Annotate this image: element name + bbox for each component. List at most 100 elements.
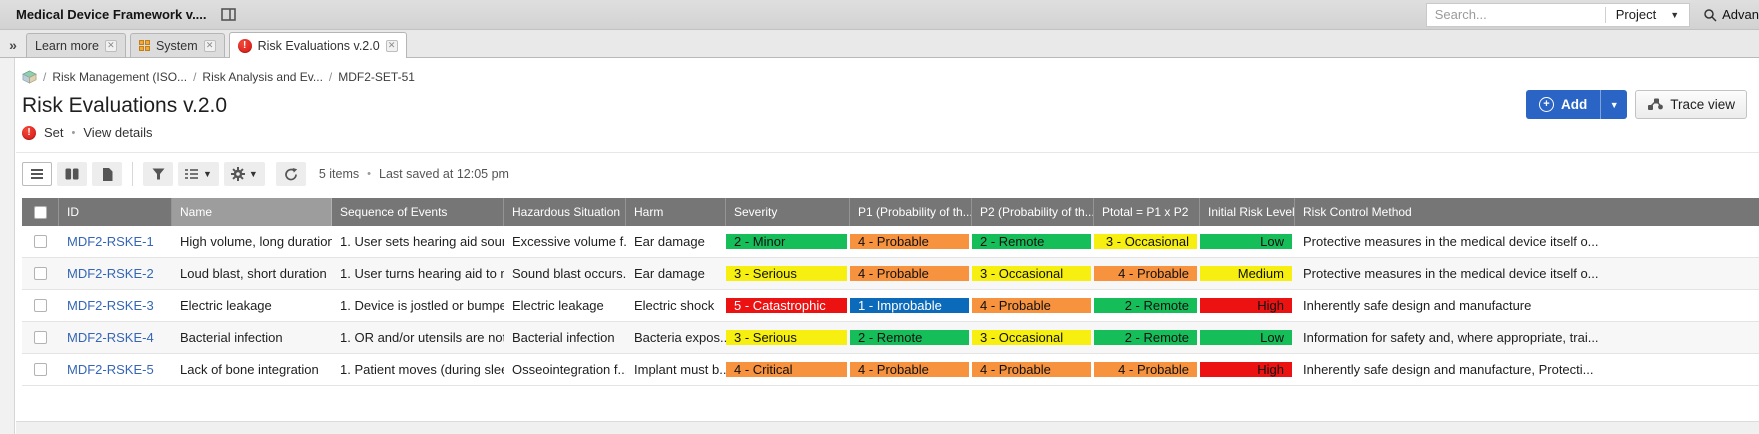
tab-risk-evaluations-v-2-0[interactable]: ! Risk Evaluations v.2.0 ✕	[228, 32, 407, 58]
close-icon[interactable]: ✕	[104, 39, 117, 52]
cell-initial: High	[1200, 354, 1295, 385]
p2-value-chip: 4 - Probable	[972, 362, 1091, 377]
cell-harm: Electric shock	[626, 290, 726, 321]
collapsed-sidebar[interactable]	[0, 58, 15, 434]
column-header-label: Harm	[634, 205, 664, 219]
cell-p1: 4 - Probable	[850, 226, 972, 257]
column-header-harm[interactable]: Harm	[626, 198, 726, 226]
row-checkbox[interactable]	[34, 363, 47, 376]
breadcrumb-separator: /	[43, 70, 47, 84]
window-layout-icon[interactable]	[220, 8, 236, 21]
tab-learn-more[interactable]: Learn more ✕	[26, 33, 126, 57]
harm-text: Ear damage	[634, 266, 705, 281]
advanced-search-link[interactable]: Advan	[1703, 7, 1759, 22]
cell-control: Inherently safe design and manufacture, …	[1295, 354, 1759, 385]
column-header-select[interactable]	[22, 198, 59, 226]
trace-view-label: Trace view	[1670, 97, 1735, 112]
cell-control: Inherently safe design and manufacture	[1295, 290, 1759, 321]
project-scope-dropdown[interactable]: Project ▼	[1606, 7, 1689, 22]
column-header-label: Initial Risk Level	[1208, 205, 1295, 219]
p1-value-chip: 2 - Remote	[850, 330, 969, 345]
row-checkbox[interactable]	[34, 235, 47, 248]
sequence-text: 1. OR and/or utensils are not pro	[340, 330, 504, 345]
row-checkbox[interactable]	[34, 299, 47, 312]
add-button[interactable]: + Add ▼	[1525, 90, 1628, 119]
column-header-hazard[interactable]: Hazardous Situation	[504, 198, 626, 226]
horizontal-scrollbar[interactable]	[16, 421, 1759, 434]
expand-panel-icon[interactable]: »	[9, 37, 17, 53]
name-text: High volume, long duration	[180, 234, 332, 249]
select-all-checkbox[interactable]	[33, 205, 47, 219]
search-icon	[1704, 8, 1717, 22]
p1-value-chip: 4 - Probable	[850, 362, 969, 377]
severity-value-chip: 4 - Critical	[726, 362, 847, 377]
column-header-label: P2 (Probability of th...	[980, 205, 1094, 219]
list-view-button[interactable]	[22, 162, 52, 186]
document-view-icon	[102, 167, 112, 181]
cell-p1: 1 - Improbable	[850, 290, 972, 321]
column-header-name[interactable]: Name	[172, 198, 332, 226]
filter-button[interactable]	[143, 162, 173, 186]
reading-view-button[interactable]	[57, 162, 87, 186]
refresh-button[interactable]	[275, 162, 306, 186]
cell-sequence: 1. Patient moves (during sleep, e	[332, 354, 504, 385]
breadcrumb-item[interactable]: Risk Management (ISO...	[52, 70, 188, 84]
view-details-link[interactable]: View details	[83, 125, 153, 140]
row-checkbox[interactable]	[34, 267, 47, 280]
search-divider	[1604, 6, 1606, 23]
breadcrumb-item[interactable]: Risk Analysis and Ev...	[202, 70, 323, 84]
column-header-p1[interactable]: P1 (Probability of th...	[850, 198, 972, 226]
item-id-link[interactable]: MDF2-RSKE-2	[67, 266, 154, 281]
item-id-link[interactable]: MDF2-RSKE-1	[67, 234, 154, 249]
close-icon[interactable]: ✕	[385, 39, 398, 52]
row-select-cell	[22, 322, 59, 353]
cell-hazard: Osseointegration f...	[504, 354, 626, 385]
cell-p1: 2 - Remote	[850, 322, 972, 353]
hazard-text: Osseointegration f...	[512, 362, 626, 377]
column-header-p2[interactable]: P2 (Probability of th...	[972, 198, 1094, 226]
breadcrumb-item[interactable]: MDF2-SET-51	[338, 70, 415, 84]
column-header-id[interactable]: ID	[59, 198, 172, 226]
item-id-link[interactable]: MDF2-RSKE-4	[67, 330, 154, 345]
cell-p2: 3 - Occasional	[972, 258, 1094, 289]
cell-initial: Medium	[1200, 258, 1295, 289]
p1-value-chip: 4 - Probable	[850, 234, 969, 249]
column-header-severity[interactable]: Severity	[726, 198, 850, 226]
search-input[interactable]	[1426, 3, 1605, 26]
breadcrumb-separator: /	[328, 70, 333, 84]
close-icon[interactable]: ✕	[203, 39, 216, 52]
table-row[interactable]: MDF2-RSKE-4 Bacterial infection 1. OR and/…	[22, 322, 1759, 354]
page-actions: + Add ▼ Trace view	[1525, 90, 1747, 119]
settings-button[interactable]: ▼	[223, 162, 265, 186]
column-header-sequence[interactable]: Sequence of Events	[332, 198, 504, 226]
sort-button[interactable]: ▼	[178, 162, 219, 186]
hazard-text: Sound blast occurs...	[512, 266, 626, 281]
item-id-link[interactable]: MDF2-RSKE-5	[67, 362, 154, 377]
add-button-main[interactable]: + Add	[1526, 90, 1600, 119]
cell-severity: 4 - Critical	[726, 354, 850, 385]
tab-system[interactable]: System ✕	[129, 33, 225, 57]
trace-view-button[interactable]: Trace view	[1635, 90, 1747, 119]
column-header-control[interactable]: Risk Control Method	[1295, 198, 1759, 226]
severity-value-chip: 3 - Serious	[726, 266, 847, 281]
severity-value-chip: 3 - Serious	[726, 330, 847, 345]
table-row[interactable]: MDF2-RSKE-2 Loud blast, short duration 1. …	[22, 258, 1759, 290]
control-text: Inherently safe design and manufacture	[1303, 298, 1532, 313]
table-row[interactable]: MDF2-RSKE-3 Electric leakage 1. Device is …	[22, 290, 1759, 322]
table-row[interactable]: MDF2-RSKE-5 Lack of bone integration 1. Pa…	[22, 354, 1759, 386]
column-header-ptotal[interactable]: Ptotal = P1 x P2	[1094, 198, 1200, 226]
ptotal-value-chip: 2 - Remote	[1094, 330, 1197, 345]
project-cube-icon	[22, 70, 37, 84]
row-checkbox[interactable]	[34, 331, 47, 344]
table-row[interactable]: MDF2-RSKE-1 High volume, long duration 1. …	[22, 226, 1759, 258]
tab-bar: » Learn more ✕ System ✕! Risk Evaluations v.…	[0, 30, 1759, 58]
add-dropdown-toggle[interactable]: ▼	[1600, 90, 1627, 119]
p1-value-chip: 1 - Improbable	[850, 298, 969, 313]
cell-ptotal: 4 - Probable	[1094, 258, 1200, 289]
document-view-button[interactable]	[92, 162, 122, 186]
cell-control: Protective measures in the medical devic…	[1295, 226, 1759, 257]
ptotal-value-chip: 2 - Remote	[1094, 298, 1197, 313]
column-header-initial[interactable]: Initial Risk Level	[1200, 198, 1295, 226]
column-header-label: Severity	[734, 205, 778, 219]
item-id-link[interactable]: MDF2-RSKE-3	[67, 298, 154, 313]
